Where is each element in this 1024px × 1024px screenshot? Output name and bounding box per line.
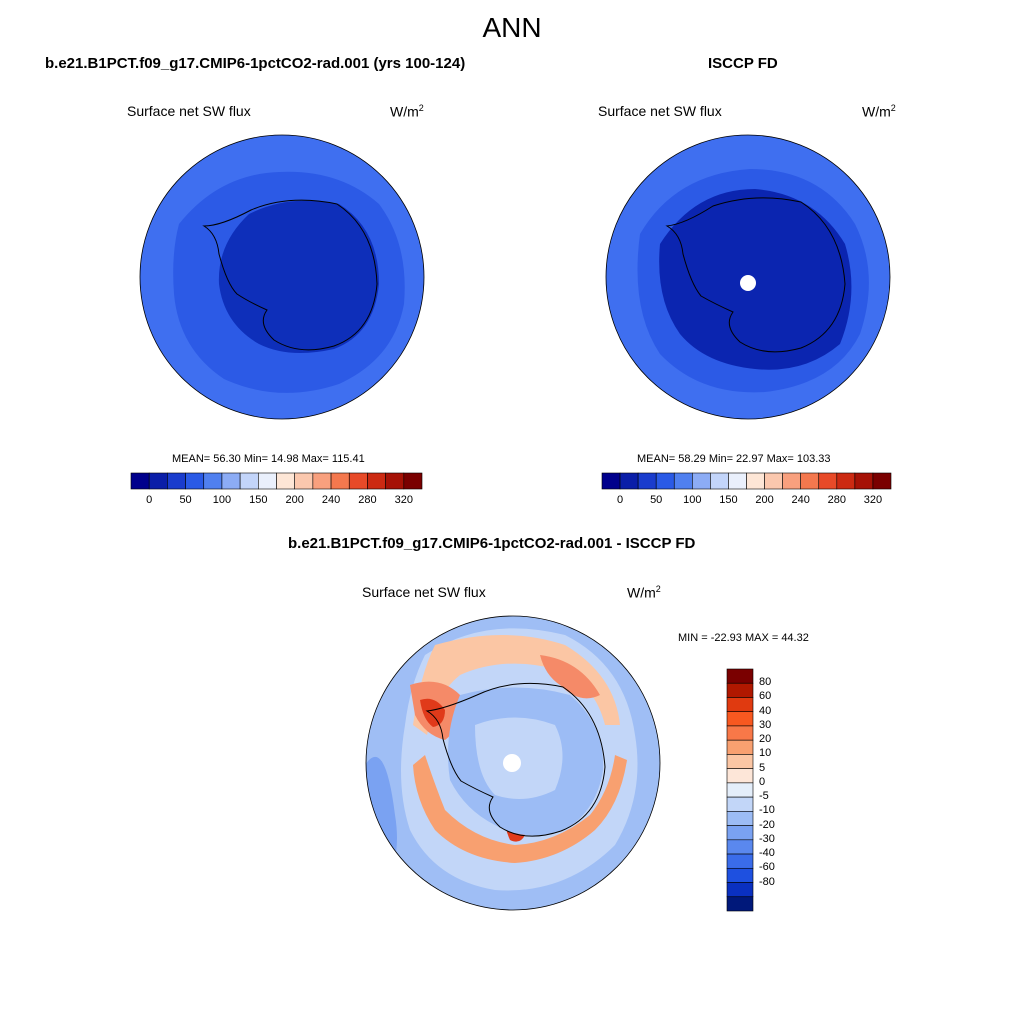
left-colorbar-tick-label: 320 — [394, 494, 413, 506]
diff-colorbar-tick-label: -20 — [759, 818, 775, 831]
right-colorbar-tick-label: 240 — [791, 494, 810, 506]
left-colorbar-tick-label: 100 — [212, 494, 232, 506]
diff-colorbar-tick-label: 20 — [759, 733, 772, 746]
right-variable-label: Surface net SW flux — [598, 103, 722, 119]
left-stats: MEAN= 56.30 Min= 14.98 Max= 115.41 — [172, 453, 365, 465]
diff-colorbar-box — [726, 754, 754, 769]
left-variable-label: Surface net SW flux — [127, 103, 251, 119]
right-colorbar-tick-label: 0 — [617, 494, 624, 506]
right-units-label: W/m2 — [862, 103, 896, 120]
diff-colorbar-tick-label: -40 — [759, 847, 775, 860]
diff-colorbar — [726, 668, 754, 912]
left-colorbar-box — [385, 472, 405, 490]
right-colorbar — [601, 472, 892, 490]
left-colorbar-tick-label: 200 — [285, 494, 304, 506]
left-colorbar — [130, 472, 423, 490]
right-colorbar-box — [746, 472, 765, 490]
left-units-label: W/m2 — [390, 103, 424, 120]
right-colorbar-box — [836, 472, 856, 490]
diff-colorbar-tick-label: 40 — [759, 704, 772, 717]
diff-colorbar-box — [726, 739, 754, 755]
right-colorbar-box — [728, 472, 747, 490]
diff-colorbar-box — [726, 867, 754, 883]
right-colorbar-tick-label: 200 — [755, 494, 774, 506]
right-colorbar-box — [854, 472, 874, 490]
right-colorbar-box — [601, 472, 621, 490]
left-colorbar-box — [367, 472, 386, 490]
diff-colorbar-box — [726, 782, 754, 798]
diff-colorbar-box — [726, 811, 754, 826]
diff-case-title: b.e21.B1PCT.f09_g17.CMIP6-1pctCO2-rad.00… — [288, 535, 696, 552]
diff-colorbar-tick-label: -30 — [759, 832, 775, 845]
diff-colorbar-box — [726, 853, 754, 869]
right-colorbar-box — [710, 472, 729, 490]
diff-colorbar-tick-label: 5 — [759, 761, 766, 774]
left-colorbar-box — [330, 472, 350, 490]
diff-colorbar-tick-label: 10 — [759, 747, 772, 760]
diff-colorbar-tick-label: -5 — [759, 790, 769, 803]
left-colorbar-box — [348, 472, 368, 490]
right-colorbar-tick-label: 50 — [650, 494, 663, 506]
left-colorbar-box — [258, 472, 277, 490]
right-stats: MEAN= 58.29 Min= 22.97 Max= 103.33 — [637, 453, 831, 465]
diff-colorbar-tick-label: -60 — [759, 861, 775, 874]
right-colorbar-box — [782, 472, 801, 490]
left-colorbar-box — [276, 472, 295, 490]
left-colorbar-tick-label: 0 — [146, 494, 153, 506]
diff-colorbar-box — [726, 668, 754, 684]
diff-colorbar-box — [726, 725, 754, 741]
right-colorbar-box — [619, 472, 639, 490]
right-colorbar-tick-label: 280 — [827, 494, 846, 506]
diff-variable-label: Surface net SW flux — [362, 584, 486, 600]
right-colorbar-box — [637, 472, 657, 490]
diff-colorbar-tick-label: -80 — [759, 875, 775, 888]
right-colorbar-box — [692, 472, 711, 490]
diff-colorbar-tick-label: -10 — [759, 804, 775, 817]
diff-colorbar-tick-label: 0 — [759, 775, 766, 788]
left-colorbar-box — [148, 472, 168, 490]
diff-colorbar-box — [726, 896, 754, 912]
diff-colorbar-tick-label: 60 — [759, 690, 772, 703]
left-polar-map — [139, 134, 425, 420]
left-colorbar-box — [130, 472, 150, 490]
left-colorbar-tick-label: 50 — [179, 494, 192, 506]
diff-polar-map — [365, 615, 661, 911]
diff-colorbar-box — [726, 825, 754, 841]
left-colorbar-box — [239, 472, 259, 490]
diff-colorbar-box — [726, 682, 754, 698]
right-case-title: ISCCP FD — [708, 55, 778, 72]
main-title: ANN — [482, 12, 542, 43]
left-colorbar-box — [203, 472, 223, 490]
left-colorbar-box — [312, 472, 332, 490]
right-colorbar-box — [764, 472, 783, 490]
diff-colorbar-tick-label: 80 — [759, 676, 772, 689]
right-colorbar-tick-label: 320 — [863, 494, 883, 506]
diff-colorbar-tick-label: 30 — [759, 718, 772, 731]
right-polar-map — [605, 134, 891, 420]
right-colorbar-tick-label: 100 — [683, 494, 702, 506]
right-colorbar-box — [655, 472, 675, 490]
left-colorbar-tick-label: 240 — [321, 494, 341, 506]
left-colorbar-box — [167, 472, 186, 490]
diff-stats: MIN = -22.93 MAX = 44.32 — [678, 632, 809, 644]
right-colorbar-box — [872, 472, 892, 490]
diff-colorbar-box — [726, 768, 754, 784]
left-colorbar-tick-label: 280 — [358, 494, 377, 506]
right-colorbar-box — [800, 472, 820, 490]
diff-units-label: W/m2 — [627, 584, 661, 601]
left-colorbar-box — [221, 472, 241, 490]
right-colorbar-box — [673, 472, 693, 490]
diff-colorbar-box — [726, 697, 754, 713]
diff-colorbar-box — [726, 882, 754, 898]
right-colorbar-tick-label: 150 — [719, 494, 738, 506]
diff-colorbar-box — [726, 839, 754, 855]
diff-colorbar-box — [726, 711, 754, 727]
left-case-title: b.e21.B1PCT.f09_g17.CMIP6-1pctCO2-rad.00… — [45, 55, 466, 72]
right-colorbar-box — [818, 472, 838, 490]
left-colorbar-box — [294, 472, 314, 490]
diff-colorbar-box — [726, 796, 754, 812]
left-colorbar-box — [185, 472, 205, 490]
left-colorbar-box — [403, 472, 423, 490]
left-colorbar-tick-label: 150 — [249, 494, 268, 506]
